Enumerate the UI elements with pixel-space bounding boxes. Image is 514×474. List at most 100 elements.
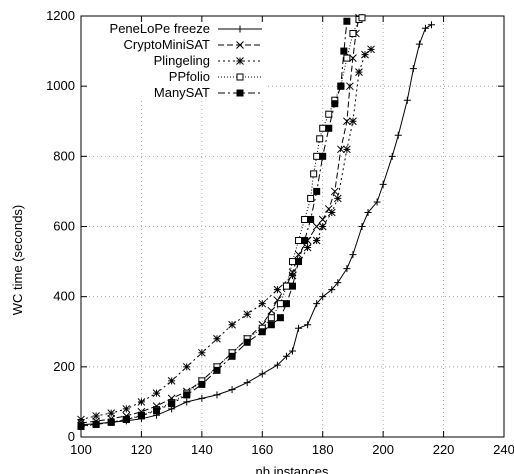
- data-point: [349, 251, 357, 259]
- data-point: [319, 152, 327, 160]
- data-point: [153, 407, 161, 415]
- legend-label: CryptoMiniSAT: [124, 37, 211, 52]
- data-point: [331, 100, 339, 108]
- data-point: [403, 96, 411, 104]
- plot-frame: [80, 15, 505, 438]
- x-tick-label: 140: [191, 442, 213, 457]
- data-point: [333, 194, 342, 203]
- data-point: [198, 380, 206, 388]
- data-point: [198, 348, 206, 357]
- data-point: [325, 124, 333, 132]
- data-point: [319, 293, 327, 301]
- data-point: [328, 286, 336, 294]
- data-point: [334, 279, 342, 287]
- data-point: [276, 314, 284, 322]
- data-point: [122, 415, 130, 423]
- data-point: [243, 379, 251, 387]
- data-point: [289, 282, 296, 290]
- data-point: [343, 17, 351, 25]
- data-point: [258, 370, 266, 378]
- data-point: [282, 282, 290, 290]
- data-point: [267, 306, 276, 315]
- data-point: [92, 412, 100, 420]
- data-point: [273, 285, 282, 294]
- data-point: [361, 50, 369, 59]
- data-point: [198, 394, 206, 402]
- data-point: [421, 24, 429, 32]
- series-line: [80, 24, 432, 426]
- x-tick-label: 240: [493, 442, 514, 457]
- data-point: [236, 73, 244, 81]
- data-point: [236, 57, 244, 65]
- x-tick-label: 160: [251, 442, 273, 457]
- data-point: [182, 362, 191, 371]
- data-point: [183, 398, 191, 406]
- data-point: [367, 45, 375, 54]
- x-tick-label: 180: [312, 442, 334, 457]
- data-point: [213, 366, 221, 374]
- data-point: [343, 145, 351, 154]
- data-point: [373, 198, 381, 206]
- data-point: [307, 194, 315, 202]
- data-point: [276, 300, 284, 308]
- data-point: [213, 391, 221, 399]
- series-group: [77, 13, 435, 430]
- data-point: [327, 208, 336, 217]
- series-line: [80, 48, 372, 420]
- data-point: [183, 391, 191, 399]
- data-point: [282, 300, 290, 308]
- data-point: [343, 54, 351, 62]
- data-point: [288, 268, 297, 276]
- data-point: [267, 314, 275, 322]
- data-point: [330, 187, 339, 196]
- data-point: [258, 328, 266, 336]
- data-point: [295, 237, 303, 245]
- series-manysat: [77, 17, 351, 430]
- data-point: [337, 82, 345, 90]
- data-point: [313, 300, 321, 308]
- data-point: [228, 352, 236, 360]
- data-point: [325, 110, 333, 118]
- data-point: [310, 170, 318, 178]
- data-point: [379, 180, 387, 188]
- data-point: [312, 236, 321, 245]
- x-tick-label: 220: [433, 442, 455, 457]
- data-point: [415, 40, 423, 48]
- data-point: [137, 398, 146, 406]
- data-point: [409, 65, 417, 73]
- axis-ticks: 100 120 140 160 180 200 220 240 0 200 400 600 800 100…: [46, 8, 514, 457]
- data-point: [358, 223, 366, 230]
- data-point: [349, 30, 357, 38]
- data-point: [273, 361, 281, 369]
- data-point: [318, 222, 327, 231]
- legend-label: ManySAT: [154, 85, 210, 100]
- data-point: [340, 47, 348, 55]
- y-tick-label: 1200: [46, 8, 75, 23]
- y-tick-label: 0: [68, 429, 75, 444]
- data-point: [316, 135, 324, 143]
- y-tick-label: 600: [53, 219, 75, 234]
- data-point: [301, 237, 309, 245]
- data-point: [228, 320, 236, 329]
- data-point: [349, 54, 357, 62]
- data-point: [288, 271, 297, 280]
- data-point: [319, 124, 327, 132]
- series-plingeling: [77, 45, 375, 424]
- data-point: [318, 215, 327, 224]
- x-tick-label: 120: [131, 442, 153, 457]
- data-point: [301, 215, 309, 223]
- data-point: [355, 68, 363, 76]
- data-point: [358, 14, 366, 22]
- y-tick-label: 400: [53, 289, 75, 304]
- data-point: [303, 243, 312, 252]
- data-point: [258, 299, 267, 308]
- y-tick-label: 1000: [46, 78, 75, 93]
- data-point: [312, 222, 321, 231]
- data-point: [213, 334, 221, 343]
- data-point: [92, 420, 100, 428]
- data-point: [343, 265, 351, 273]
- data-point: [243, 338, 251, 346]
- data-point: [346, 82, 354, 91]
- grid: [81, 16, 504, 437]
- x-tick-label: 200: [372, 442, 394, 457]
